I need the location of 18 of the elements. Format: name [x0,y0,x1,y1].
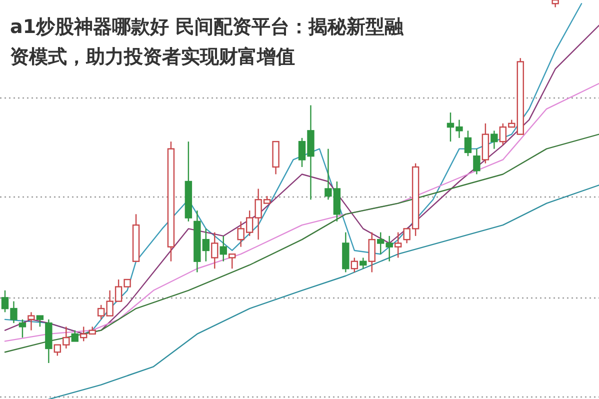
candlestick [490,130,498,150]
text: a1炒股神器哪款好 民间配资平台：揭秘新型融资模式，助力投资者实现财富增值 [10,15,405,70]
candlestick [386,235,393,262]
candlestick [377,232,384,255]
candlestick [360,257,367,270]
candlestick [394,232,402,258]
candlestick [228,254,236,270]
candlestick [18,318,26,338]
candlestick [211,232,218,270]
candlestick [350,257,358,273]
candlestick [220,235,227,262]
candlestick [368,232,376,273]
candlestick [71,330,78,342]
candlestick [473,148,480,175]
candlestick [28,312,35,331]
candlestick [464,130,472,157]
candlestick [80,326,88,342]
candlestick [36,315,44,328]
